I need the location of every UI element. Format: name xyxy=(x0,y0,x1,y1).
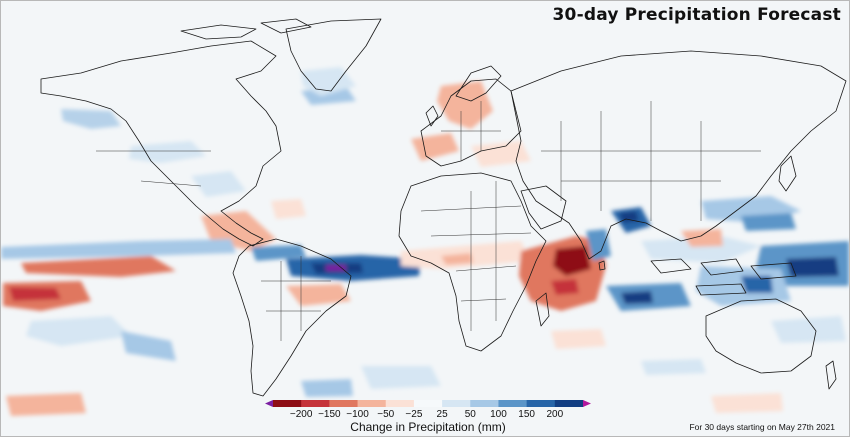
anomaly-patch xyxy=(586,229,611,261)
anomaly-patch xyxy=(411,133,459,161)
anomaly-patch xyxy=(471,141,531,167)
anomaly-patch xyxy=(251,245,306,261)
australia-outline xyxy=(705,298,817,374)
anomaly-patch xyxy=(551,279,579,295)
anomaly-shading xyxy=(1,67,849,416)
anomaly-patch xyxy=(741,276,773,293)
anomaly-patch xyxy=(26,316,131,346)
anomaly-patch xyxy=(286,284,351,306)
colorbar-segment xyxy=(385,400,415,407)
anomaly-patch xyxy=(326,265,346,271)
anomaly-patch xyxy=(361,366,441,389)
map-title: 30-day Precipitation Forecast xyxy=(552,5,841,25)
north-america-outline xyxy=(40,40,282,247)
anomaly-patch xyxy=(21,256,176,277)
anomaly-patch xyxy=(6,393,86,416)
colorbar-tick-label: 150 xyxy=(518,409,535,420)
arabia-outline xyxy=(520,185,567,230)
anomaly-patch xyxy=(641,236,761,263)
scandinavia-outline xyxy=(455,65,502,102)
colorbar-extend-high xyxy=(583,400,591,407)
uk-outline xyxy=(425,105,439,127)
colorbar-tick-label: −200 xyxy=(290,409,313,420)
south-america-borders xyxy=(261,256,331,341)
colorbar-tick-label: −25 xyxy=(405,409,422,420)
colorbar-legend: Change in Precipitation (mm) xyxy=(263,397,593,435)
anomaly-patch xyxy=(786,257,839,277)
colorbar-segment xyxy=(554,400,584,407)
anomaly-patch xyxy=(301,379,353,397)
anomaly-patch xyxy=(771,316,846,343)
colorbar-tick-label: 200 xyxy=(546,409,563,420)
japan-outline xyxy=(778,155,797,192)
colorbar-segment xyxy=(470,400,499,407)
maritime-continent-outline xyxy=(650,258,797,296)
anomaly-patch xyxy=(553,246,591,276)
south-america-outline xyxy=(232,238,352,397)
colorbar-tick-label: 100 xyxy=(490,409,507,420)
anomaly-patch xyxy=(621,291,653,304)
anomaly-patch xyxy=(61,109,121,129)
anomaly-patch xyxy=(271,199,306,219)
coastlines xyxy=(40,18,847,397)
anomaly-patch xyxy=(301,67,356,96)
anomaly-patch xyxy=(1,239,236,259)
colorbar-extend-low xyxy=(265,400,273,407)
anomaly-patch xyxy=(191,171,246,197)
colorbar-segment xyxy=(329,400,359,407)
europe-borders xyxy=(441,101,501,161)
asia-outline xyxy=(510,50,847,260)
colorbar-tick-label: 25 xyxy=(437,409,449,420)
colorbar-segment xyxy=(413,400,443,407)
forecast-period-note: For 30 days starting on May 27th 2021 xyxy=(689,422,835,432)
colorbar-segment xyxy=(301,400,330,407)
colorbar-label: Change in Precipitation (mm) xyxy=(350,420,506,434)
anomaly-patch xyxy=(551,329,606,349)
anomaly-patch xyxy=(681,229,723,247)
africa-borders xyxy=(420,181,532,331)
colorbar-segment xyxy=(442,400,471,407)
anomaly-patch xyxy=(129,141,206,163)
colorbar-tick-label: −50 xyxy=(377,409,394,420)
colorbar-segment xyxy=(498,400,528,407)
new-zealand-outline xyxy=(825,360,837,390)
arctic-islands-outline xyxy=(180,18,312,40)
anomaly-patch xyxy=(696,266,791,306)
anomaly-patch xyxy=(711,393,783,413)
anomaly-patch xyxy=(741,213,796,231)
usa-mexico-border xyxy=(140,180,202,187)
africa-outline xyxy=(398,172,547,352)
madagascar-outline xyxy=(535,292,550,327)
anomaly-patch xyxy=(441,253,473,265)
anomaly-patch xyxy=(9,287,61,301)
asia-borders xyxy=(541,101,761,221)
colorbar: −200 −150 −100 −50 −25 25 50 100 150 200 xyxy=(265,400,591,420)
colorbar-tick-label: −150 xyxy=(318,409,341,420)
anomaly-patch xyxy=(641,359,706,375)
colorbar-segment xyxy=(273,400,302,407)
europe-outline xyxy=(420,78,522,167)
anomaly-patch xyxy=(437,81,493,129)
colorbar-segment xyxy=(357,400,387,407)
sri-lanka-outline xyxy=(598,260,606,271)
colorbar-segment xyxy=(526,400,556,407)
political-borders xyxy=(96,101,761,341)
colorbar-tick-label: −100 xyxy=(346,409,369,420)
colorbar-tick-label: 50 xyxy=(465,409,477,420)
anomaly-patch xyxy=(121,331,176,361)
greenland-outline xyxy=(285,18,382,92)
